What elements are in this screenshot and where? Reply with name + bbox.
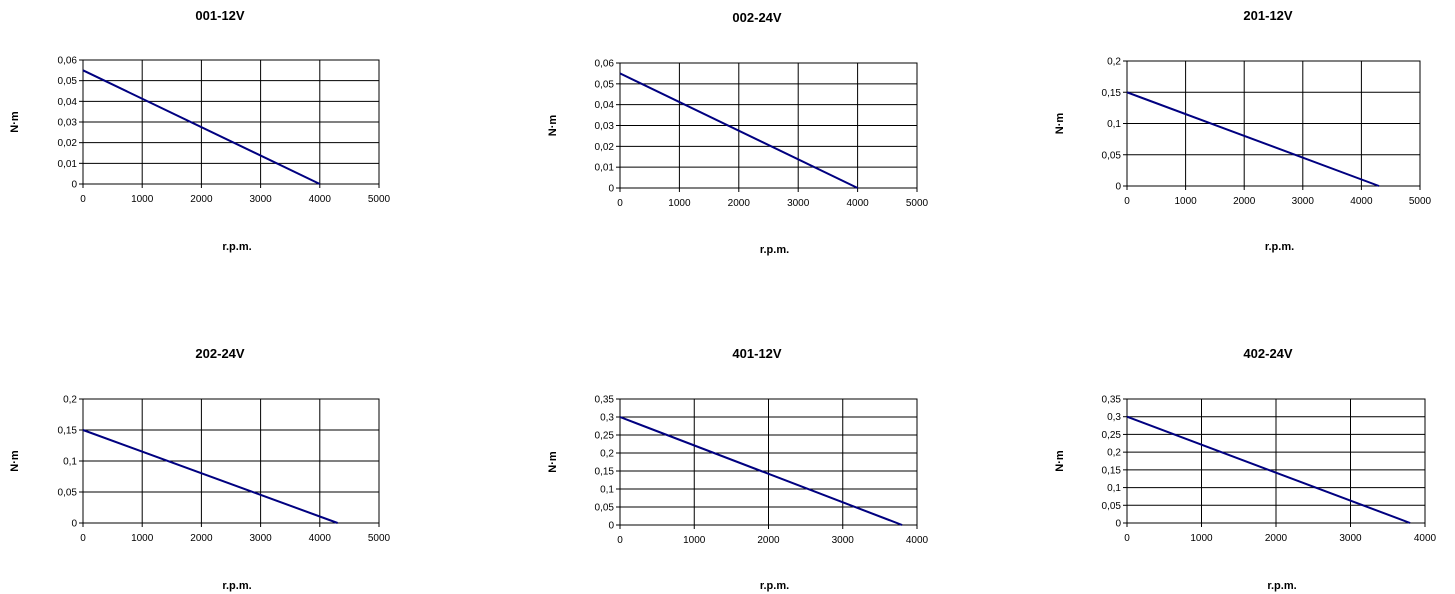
y-tick-label: 0,35 — [595, 395, 615, 406]
y-axis-label: N·m — [1054, 113, 1066, 135]
x-tick-label: 3000 — [832, 535, 855, 546]
y-tick-label: 0 — [71, 180, 77, 191]
x-tick-label: 2000 — [728, 198, 751, 209]
chart-2: 002-24V 0 0,01 0,02 0,03 0,04 0,05 0,06 0 1000 200… — [547, 10, 929, 256]
x-tick-label: 5000 — [906, 198, 929, 209]
chart-1: 001-12V 0 0,01 0,02 0,03 0,04 0,05 0,06 0 1000 200… — [9, 8, 391, 253]
x-tick-label: 3000 — [249, 533, 272, 544]
x-tick-label: 4000 — [1350, 196, 1373, 207]
y-tick-label: 0,3 — [1107, 412, 1121, 423]
y-tick-label: 0,15 — [595, 467, 615, 478]
x-tick-label: 1000 — [668, 198, 691, 209]
chart-6: 402-24V 0 0,05 0,1 0,15 0,2 0,25 0,3 0,35 0 1000 20… — [1054, 346, 1437, 592]
y-tick-label: 0,04 — [595, 100, 615, 111]
x-tick-label: 0 — [1124, 533, 1130, 544]
chart-title: 402-24V — [1243, 346, 1292, 361]
y-axis-label: N·m — [9, 111, 21, 133]
x-tick-label: 2000 — [757, 535, 780, 546]
y-tick-label: 0 — [608, 184, 614, 195]
x-tick-label: 4000 — [1414, 533, 1437, 544]
y-tick-label: 0,03 — [58, 118, 78, 129]
y-tick-label: 0 — [1115, 519, 1121, 530]
y-tick-label: 0,15 — [1102, 88, 1122, 99]
x-tick-label: 0 — [617, 198, 623, 209]
y-tick-label: 0,2 — [1107, 448, 1121, 459]
x-axis-label: r.p.m. — [1267, 580, 1296, 592]
chart-title: 202-24V — [195, 346, 244, 361]
x-axis-label: r.p.m. — [222, 241, 251, 253]
y-tick-label: 0,35 — [1102, 395, 1122, 406]
chart-5: 401-12V 0 0,05 0,1 0,15 0,2 0,25 0,3 0,35 0 1000 20… — [547, 346, 929, 592]
y-tick-label: 0,01 — [58, 159, 78, 170]
chart-title: 001-12V — [195, 8, 244, 23]
x-axis-label: r.p.m. — [222, 580, 251, 592]
x-tick-label: 2000 — [190, 194, 213, 205]
x-tick-label: 5000 — [368, 194, 391, 205]
x-tick-label: 4000 — [846, 198, 869, 209]
y-tick-label: 0,2 — [1107, 57, 1121, 68]
x-tick-label: 3000 — [1292, 196, 1315, 207]
y-tick-label: 0,06 — [595, 59, 615, 70]
y-tick-label: 0 — [1115, 182, 1121, 193]
y-axis-label: N·m — [547, 115, 559, 137]
x-tick-label: 1000 — [683, 535, 706, 546]
y-axis-label: N·m — [1054, 450, 1066, 472]
x-tick-label: 3000 — [1339, 533, 1362, 544]
y-axis-label: N·m — [9, 450, 21, 472]
y-tick-label: 0,05 — [1102, 501, 1122, 512]
x-tick-label: 2000 — [1233, 196, 1256, 207]
x-axis-label: r.p.m. — [760, 244, 789, 256]
x-tick-label: 4000 — [309, 533, 332, 544]
chart-3: 201-12V 0 0,05 0,1 0,15 0,2 0 1000 2000 3000 4000 5… — [1054, 8, 1432, 253]
chart-title: 401-12V — [732, 346, 781, 361]
y-tick-label: 0,05 — [1102, 150, 1122, 161]
x-tick-label: 1000 — [1174, 196, 1197, 207]
y-tick-label: 0,05 — [595, 503, 615, 514]
y-tick-label: 0,02 — [58, 138, 78, 149]
x-tick-label: 0 — [1124, 196, 1130, 207]
y-axis-label: N·m — [547, 451, 559, 473]
x-tick-label: 0 — [80, 194, 86, 205]
y-tick-label: 0,1 — [600, 485, 614, 496]
x-tick-label: 5000 — [368, 533, 391, 544]
y-tick-label: 0,1 — [63, 457, 77, 468]
x-axis-label: r.p.m. — [760, 580, 789, 592]
x-tick-label: 1000 — [1190, 533, 1213, 544]
y-tick-label: 0 — [608, 521, 614, 532]
chart-title: 002-24V — [732, 10, 781, 25]
x-tick-label: 2000 — [1265, 533, 1288, 544]
y-tick-label: 0,06 — [58, 56, 78, 67]
y-tick-label: 0 — [71, 519, 77, 530]
y-tick-label: 0,05 — [58, 488, 78, 499]
y-tick-label: 0,04 — [58, 97, 78, 108]
x-tick-label: 1000 — [131, 194, 154, 205]
x-tick-label: 4000 — [309, 194, 332, 205]
chart-title: 201-12V — [1243, 8, 1292, 23]
y-tick-label: 0,15 — [1102, 465, 1122, 476]
x-tick-label: 5000 — [1409, 196, 1432, 207]
y-tick-label: 0,25 — [595, 431, 615, 442]
x-tick-label: 0 — [617, 535, 623, 546]
x-tick-label: 2000 — [190, 533, 213, 544]
x-tick-label: 3000 — [249, 194, 272, 205]
y-tick-label: 0,05 — [58, 76, 78, 87]
y-tick-label: 0,2 — [600, 449, 614, 460]
x-tick-label: 1000 — [131, 533, 154, 544]
y-tick-label: 0,1 — [1107, 483, 1121, 494]
x-axis-label: r.p.m. — [1265, 241, 1294, 253]
x-tick-label: 4000 — [906, 535, 929, 546]
y-tick-label: 0,02 — [595, 142, 615, 153]
y-tick-label: 0,03 — [595, 121, 615, 132]
y-tick-label: 0,15 — [58, 426, 78, 437]
y-tick-label: 0,3 — [600, 413, 614, 424]
y-tick-label: 0,2 — [63, 395, 77, 406]
x-tick-label: 3000 — [787, 198, 810, 209]
y-tick-label: 0,1 — [1107, 119, 1121, 130]
x-tick-label: 0 — [80, 533, 86, 544]
y-tick-label: 0,05 — [595, 79, 615, 90]
y-tick-label: 0,01 — [595, 163, 615, 174]
y-tick-label: 0,25 — [1102, 430, 1122, 441]
chart-4: 202-24V 0 0,05 0,1 0,15 0,2 0 1000 2000 3000 4000 5… — [9, 346, 391, 592]
